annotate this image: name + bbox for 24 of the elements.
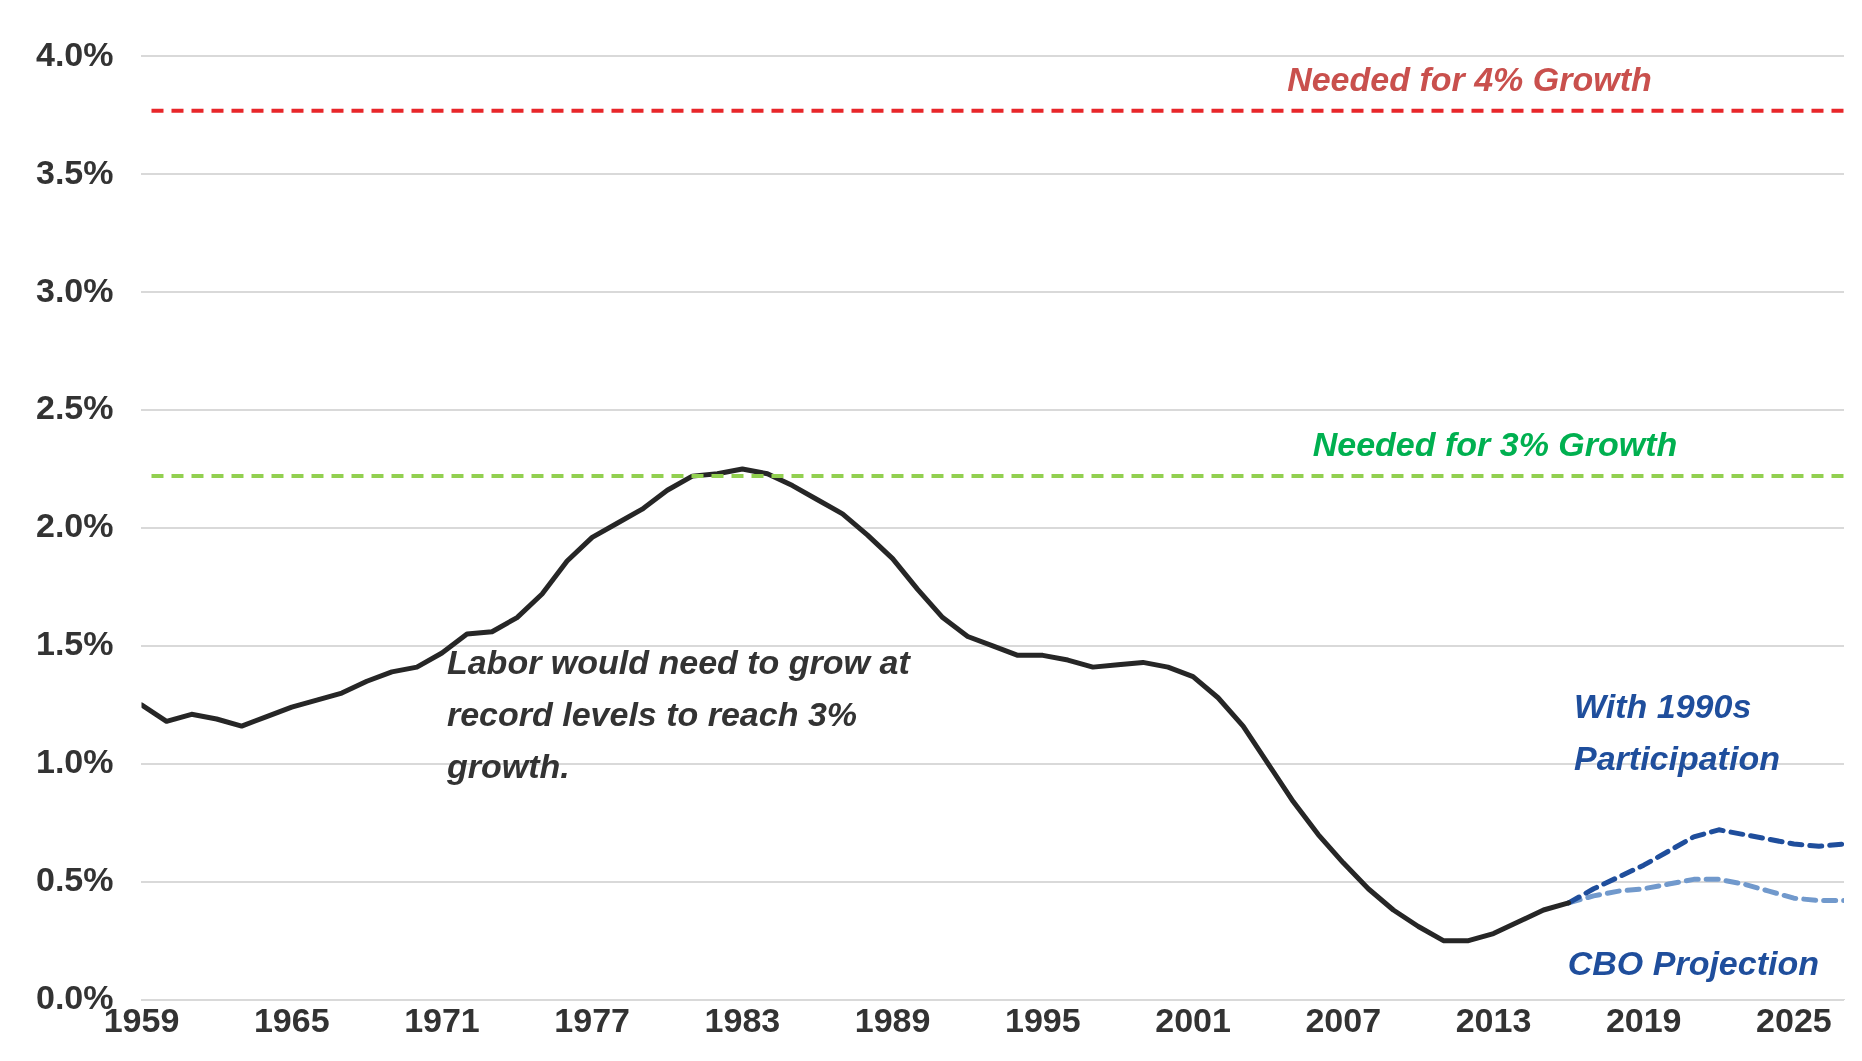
x-tick-label: 1989 (854, 1001, 931, 1040)
x-tick-label: 2025 (1756, 1001, 1832, 1040)
x-tick-label: 2019 (1605, 1001, 1682, 1040)
y-tick-label: 4.0% (36, 34, 114, 73)
y-tick-label: 3.5% (36, 152, 114, 191)
x-tick-label: 1983 (704, 1001, 781, 1040)
x-tick-label: 2001 (1155, 1001, 1231, 1040)
ref-line-label: Needed for 4% Growth (1287, 60, 1652, 99)
series-label: CBO Projection (1567, 943, 1819, 982)
x-tick-label: 2007 (1305, 1001, 1382, 1040)
y-tick-label: 0.5% (36, 860, 114, 899)
x-tick-label: 1977 (554, 1001, 630, 1040)
series-label: With 1990s Participation (1574, 687, 1780, 778)
x-tick-label: 1995 (1005, 1001, 1081, 1040)
y-tick-label: 2.5% (36, 388, 114, 427)
y-tick-label: 3.0% (36, 270, 114, 309)
x-tick-label: 1971 (404, 1001, 480, 1040)
y-tick-label: 2.0% (36, 506, 114, 545)
y-tick-label: 1.0% (36, 742, 114, 781)
x-tick-label: 2013 (1455, 1001, 1532, 1040)
annotation: Labor would need to grow at record levels to reach 3% growth. (445, 643, 912, 786)
ref-line-label: Needed for 3% Growth (1312, 425, 1678, 464)
y-tick-label: 1.5% (36, 624, 114, 663)
x-tick-label: 1965 (253, 1001, 330, 1040)
